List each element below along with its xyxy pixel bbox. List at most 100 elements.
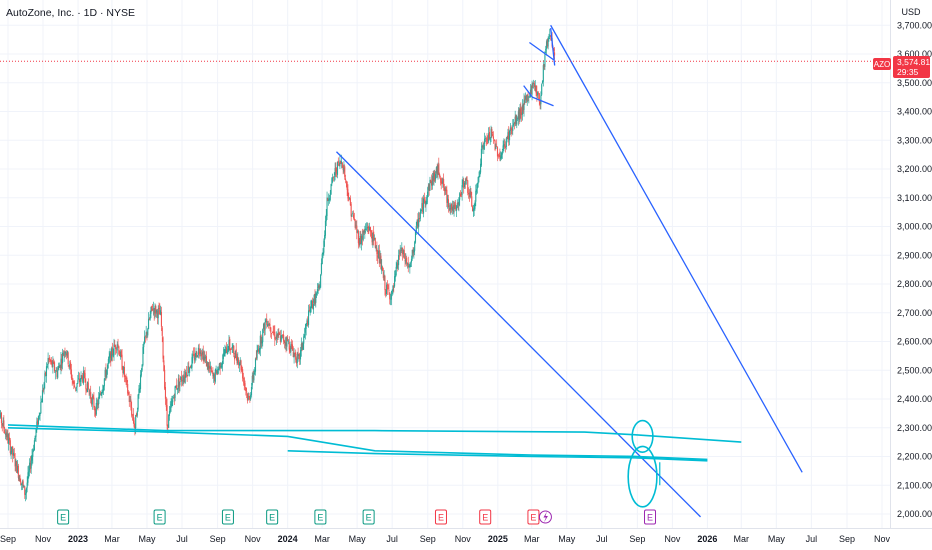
candle[interactable] bbox=[138, 384, 140, 399]
candle[interactable] bbox=[9, 438, 11, 456]
candle[interactable] bbox=[40, 395, 42, 414]
candle[interactable] bbox=[416, 219, 418, 229]
candle[interactable] bbox=[257, 345, 259, 353]
candle[interactable] bbox=[189, 365, 191, 369]
candle[interactable] bbox=[539, 99, 541, 110]
trendline[interactable] bbox=[550, 24, 803, 473]
candle[interactable] bbox=[54, 370, 56, 380]
earnings-marker[interactable]: E bbox=[434, 509, 447, 525]
candle[interactable] bbox=[295, 356, 298, 367]
candle[interactable] bbox=[520, 102, 522, 119]
candle[interactable] bbox=[274, 325, 276, 347]
candle[interactable] bbox=[398, 249, 400, 260]
candle[interactable] bbox=[480, 142, 482, 168]
candle[interactable] bbox=[214, 368, 216, 384]
candle[interactable] bbox=[271, 332, 273, 340]
candle[interactable] bbox=[102, 384, 104, 394]
candle[interactable] bbox=[394, 270, 396, 288]
candle[interactable] bbox=[508, 126, 510, 146]
candle[interactable] bbox=[41, 384, 44, 403]
candle[interactable] bbox=[433, 170, 435, 186]
candle[interactable] bbox=[178, 374, 180, 394]
candle[interactable] bbox=[392, 285, 394, 295]
candle[interactable] bbox=[487, 135, 489, 145]
candle[interactable] bbox=[480, 158, 482, 175]
candle[interactable] bbox=[188, 361, 190, 374]
candle[interactable] bbox=[71, 374, 73, 386]
candle[interactable] bbox=[549, 28, 551, 40]
candle[interactable] bbox=[405, 253, 407, 265]
candle[interactable] bbox=[242, 366, 244, 382]
candle[interactable] bbox=[390, 290, 392, 306]
candle[interactable] bbox=[402, 249, 404, 258]
candle[interactable] bbox=[543, 64, 545, 70]
candle[interactable] bbox=[485, 137, 487, 147]
candle[interactable] bbox=[201, 350, 203, 362]
candle[interactable] bbox=[269, 318, 271, 332]
candle[interactable] bbox=[33, 438, 35, 451]
candle[interactable] bbox=[307, 316, 309, 327]
candle[interactable] bbox=[133, 417, 135, 428]
candle[interactable] bbox=[82, 366, 85, 386]
trendline[interactable] bbox=[523, 85, 533, 98]
candle[interactable] bbox=[127, 379, 129, 396]
candle[interactable] bbox=[243, 376, 245, 390]
candle[interactable] bbox=[175, 385, 177, 388]
candle[interactable] bbox=[366, 222, 368, 232]
candle[interactable] bbox=[232, 343, 234, 353]
candle[interactable] bbox=[28, 465, 30, 479]
candle[interactable] bbox=[254, 367, 256, 375]
candle[interactable] bbox=[486, 133, 488, 145]
candle[interactable] bbox=[429, 176, 431, 192]
candle[interactable] bbox=[316, 283, 318, 296]
candle[interactable] bbox=[95, 397, 97, 416]
candle[interactable] bbox=[377, 245, 380, 259]
candle[interactable] bbox=[401, 242, 403, 253]
candle[interactable] bbox=[103, 385, 105, 395]
candle[interactable] bbox=[60, 352, 62, 375]
candle[interactable] bbox=[439, 175, 441, 186]
candle[interactable] bbox=[238, 361, 240, 372]
candle[interactable] bbox=[406, 255, 408, 267]
candle[interactable] bbox=[115, 347, 117, 354]
candle[interactable] bbox=[500, 151, 502, 162]
candle[interactable] bbox=[10, 446, 12, 460]
candle[interactable] bbox=[470, 187, 472, 198]
candle[interactable] bbox=[173, 393, 175, 405]
candle[interactable] bbox=[542, 60, 544, 87]
candle[interactable] bbox=[148, 317, 150, 321]
candle[interactable] bbox=[350, 201, 352, 222]
candle[interactable] bbox=[163, 355, 165, 372]
candle[interactable] bbox=[497, 154, 499, 159]
candle[interactable] bbox=[411, 249, 413, 261]
candle[interactable] bbox=[98, 386, 101, 400]
candle[interactable] bbox=[136, 407, 138, 418]
candle[interactable] bbox=[280, 329, 282, 343]
candle[interactable] bbox=[287, 339, 290, 345]
candle[interactable] bbox=[296, 351, 298, 369]
candle[interactable] bbox=[345, 180, 347, 188]
candle[interactable] bbox=[185, 369, 187, 384]
earnings-marker[interactable]: E bbox=[221, 509, 234, 525]
candle[interactable] bbox=[427, 183, 429, 198]
candle[interactable] bbox=[272, 325, 274, 335]
candle[interactable] bbox=[189, 366, 191, 377]
candle[interactable] bbox=[344, 174, 347, 184]
candle[interactable] bbox=[220, 362, 222, 369]
candle[interactable] bbox=[29, 456, 31, 473]
candle[interactable] bbox=[468, 189, 470, 202]
candle[interactable] bbox=[464, 178, 466, 189]
candle[interactable] bbox=[377, 249, 379, 264]
candle[interactable] bbox=[353, 210, 355, 220]
candle[interactable] bbox=[218, 362, 220, 371]
candle[interactable] bbox=[451, 203, 453, 213]
candle[interactable] bbox=[144, 330, 146, 345]
candle[interactable] bbox=[126, 376, 128, 388]
candle[interactable] bbox=[145, 325, 147, 339]
candle[interactable] bbox=[8, 433, 10, 451]
candle[interactable] bbox=[320, 258, 322, 276]
candle[interactable] bbox=[545, 45, 547, 54]
candle[interactable] bbox=[258, 344, 260, 355]
candle[interactable] bbox=[70, 364, 72, 380]
candle[interactable] bbox=[221, 354, 224, 372]
